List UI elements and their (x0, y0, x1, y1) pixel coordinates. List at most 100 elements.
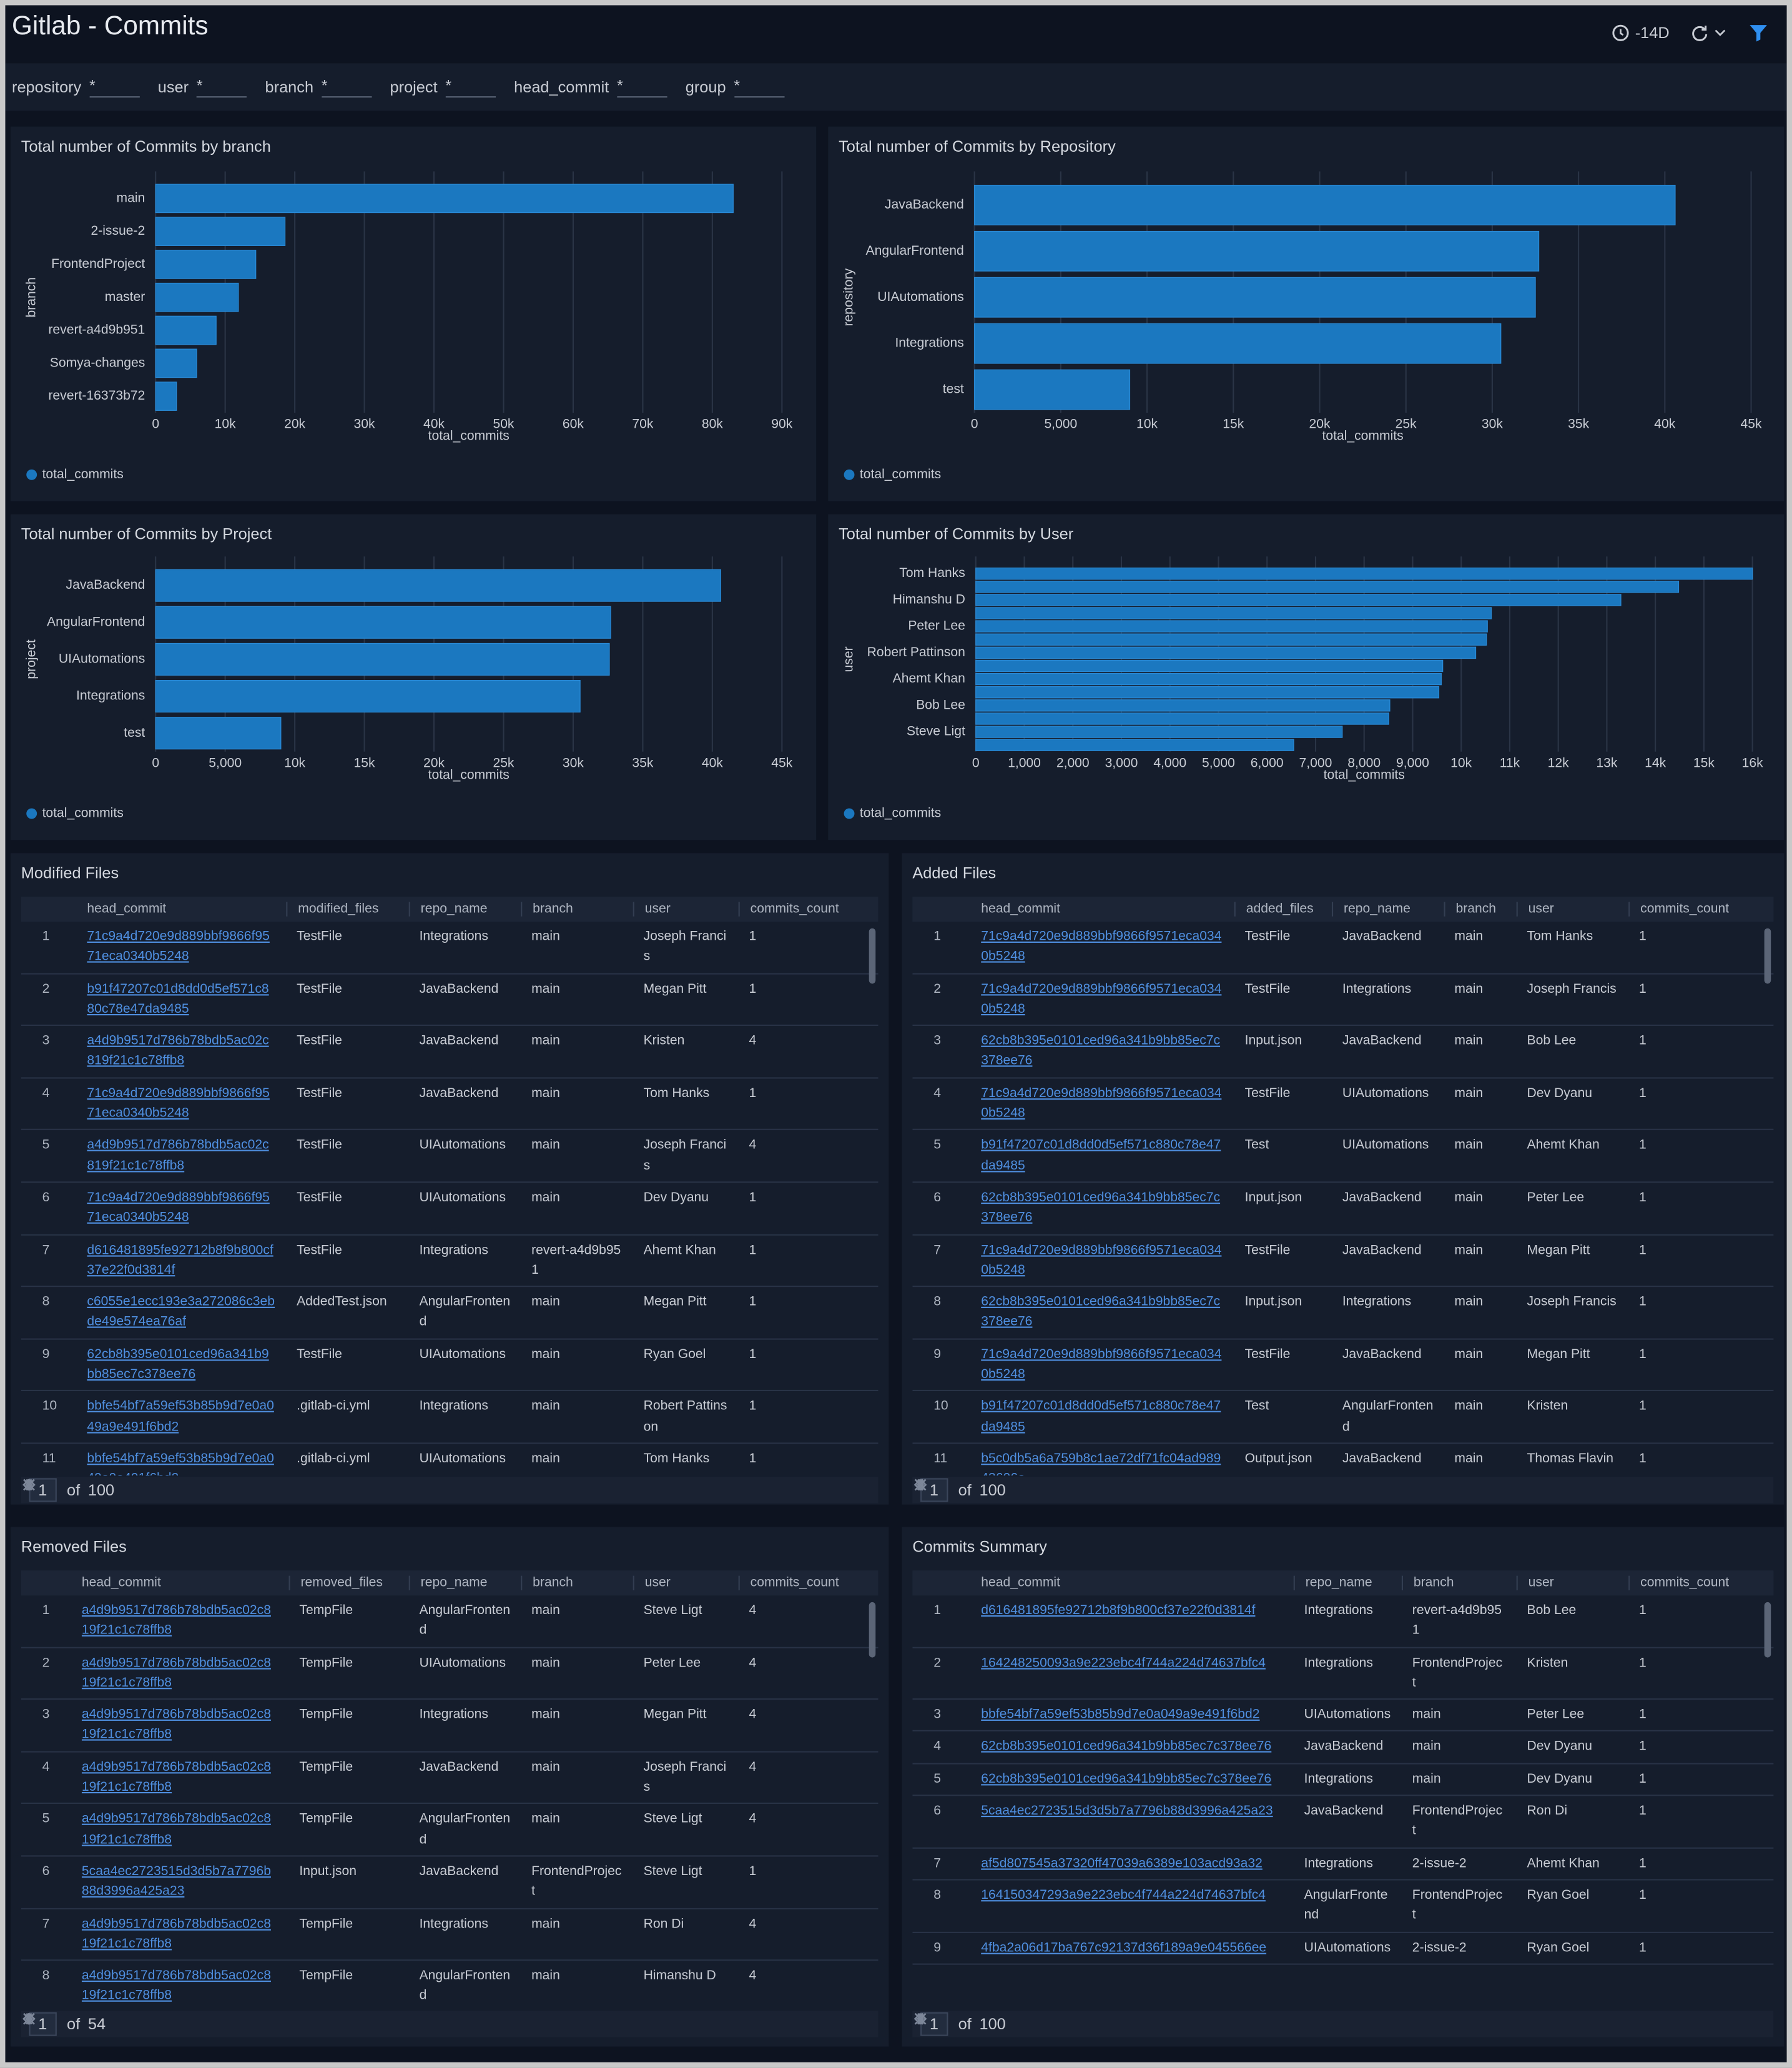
filter[interactable]: head_commit * (514, 76, 667, 98)
commit-link[interactable]: 164150347293a9e223ebc4f744a224d74637bfc4 (981, 1888, 1266, 1903)
table-cell: 62cb8b395e0101ced96a341b9bb85ec7c378ee76 (76, 1339, 286, 1391)
table-cell: 1 (749, 1190, 757, 1206)
commit-link[interactable]: 5caa4ec2723515d3d5b7a7796b88d3996a425a23 (81, 1864, 271, 1899)
table-cell: TestFile (1244, 929, 1291, 945)
commit-link[interactable]: 71c9a4d720e9d889bbf9866f9571eca0340b5248 (87, 929, 270, 965)
table-cell: 71c9a4d720e9d889bbf9866f9571eca0340b5248 (970, 922, 1234, 973)
commit-link[interactable]: bbfe54bf7a59ef53b85b9d7e0a049a9e491f6bd2 (87, 1399, 274, 1434)
table-cell: main (531, 1034, 560, 1049)
pager-button[interactable] (912, 2011, 928, 2027)
commit-link[interactable]: a4d9b9517d786b78bdb5ac02c819f21c1c78ffb8 (81, 1760, 271, 1795)
table-row: 2 a4d9b9517d786b78bdb5ac02c819f21c1c78ffb… (21, 1648, 879, 1700)
table-cell: main (1412, 1771, 1441, 1787)
pager-button[interactable] (912, 2011, 928, 2027)
filter[interactable]: branch * (265, 76, 372, 98)
commit-link[interactable]: a4d9b9517d786b78bdb5ac02c819f21c1c78ffb8 (81, 1655, 271, 1691)
pager-button[interactable] (912, 1477, 928, 1492)
x-tick-label: 90k (771, 417, 792, 431)
bar (975, 633, 1487, 646)
x-tick-label: 35k (632, 756, 653, 770)
table-cell: revert-a4d9b951 (1412, 1603, 1502, 1638)
commit-link[interactable]: b5c0db5a6a759b8c1ae72df71fc04ad98943606e (981, 1452, 1221, 1475)
commit-link[interactable]: 71c9a4d720e9d889bbf9866f9571eca0340b5248 (981, 1243, 1222, 1278)
commit-link[interactable]: 62cb8b395e0101ced96a341b9bb85ec7c378ee76 (981, 1295, 1221, 1330)
bar (155, 184, 734, 214)
table-cell: Ahemt Khan (1527, 1138, 1600, 1153)
commit-link[interactable]: a4d9b9517d786b78bdb5ac02c819f21c1c78ffb8 (81, 1812, 271, 1848)
table-cell: Integrations (1304, 1655, 1373, 1670)
y-tick-label: revert-16373b72 (48, 388, 145, 403)
commit-link[interactable]: 62cb8b395e0101ced96a341b9bb85ec7c378ee76 (981, 1190, 1221, 1226)
y-tick-label: Ahemt Khan (893, 671, 965, 686)
commit-link[interactable]: a4d9b9517d786b78bdb5ac02c819f21c1c78ffb8 (81, 1916, 271, 1952)
commit-link[interactable]: a4d9b9517d786b78bdb5ac02c819f21c1c78ffb8 (81, 1708, 271, 1743)
commit-link[interactable]: 71c9a4d720e9d889bbf9866f9571eca0340b5248 (981, 1347, 1222, 1382)
commit-link[interactable]: 5caa4ec2723515d3d5b7a7796b88d3996a425a23 (981, 1804, 1273, 1819)
commit-link[interactable]: b91f47207c01d8dd0d5ef571c880c78e47da9485 (981, 1399, 1221, 1434)
bar (975, 726, 1343, 738)
commit-link[interactable]: 71c9a4d720e9d889bbf9866f9571eca0340b5248 (981, 982, 1222, 1017)
commit-link[interactable]: 71c9a4d720e9d889bbf9866f9571eca0340b5248 (87, 1086, 270, 1121)
filter-icon[interactable] (1748, 24, 1770, 42)
refresh-icon[interactable] (1690, 24, 1738, 42)
clock-icon[interactable] (1612, 24, 1630, 42)
chart-panel: 0 10k 20k 30k 40k 50k 60k 70k 80k 90k main 2-issue-… (10, 126, 817, 501)
time-range[interactable]: -14D (1635, 24, 1670, 42)
filter[interactable]: group * (686, 76, 784, 98)
commit-link[interactable]: 62cb8b395e0101ced96a341b9bb85ec7c378ee76 (981, 1771, 1272, 1787)
commit-link[interactable]: 62cb8b395e0101ced96a341b9bb85ec7c378ee76 (981, 1034, 1221, 1069)
commit-link[interactable]: c6055e1ecc193e3a272086c3ebde49e574ea76af (87, 1295, 275, 1330)
y-tick-label: master (105, 290, 145, 304)
table-cell: TestFile (1244, 1243, 1291, 1258)
table-cell: 4 (749, 1708, 757, 1723)
table-title: Removed Files (21, 1537, 127, 1556)
commit-link[interactable]: a4d9b9517d786b78bdb5ac02c819f21c1c78ffb8 (87, 1138, 269, 1173)
y-tick-label: 2-issue-2 (91, 224, 145, 238)
commit-link[interactable]: b91f47207c01d8dd0d5ef571c880c78e47da9485 (981, 1138, 1221, 1173)
commit-link[interactable]: d616481895fe92712b8f9b800cf37e22f0d3814f (87, 1243, 273, 1278)
commit-link[interactable]: d616481895fe92712b8f9b800cf37e22f0d3814f (981, 1603, 1256, 1618)
commit-link[interactable]: 71c9a4d720e9d889bbf9866f9571eca0340b5248 (981, 1086, 1222, 1121)
commit-link[interactable]: bbfe54bf7a59ef53b85b9d7e0a049a9e491f6bd2 (981, 1708, 1260, 1723)
table-row: 1 a4d9b9517d786b78bdb5ac02c819f21c1c78ffb… (21, 1595, 879, 1648)
commit-link[interactable]: 62cb8b395e0101ced96a341b9bb85ec7c378ee76 (87, 1347, 269, 1382)
table-cell: 1 (1639, 1655, 1647, 1670)
table-cell: Input.json (1244, 1295, 1302, 1310)
menu-icon[interactable] (1783, 22, 1792, 44)
filter[interactable]: project * (390, 76, 496, 98)
y-tick-label: Peter Lee (908, 619, 965, 633)
pager-button[interactable] (21, 1477, 37, 1492)
pager-button[interactable] (912, 1477, 928, 1492)
table-body: 1 71c9a4d720e9d889bbf9866f9571eca0340b524… (912, 922, 1774, 1475)
column-header: commits_count (738, 902, 865, 917)
commit-link[interactable]: 71c9a4d720e9d889bbf9866f9571eca0340b5248 (87, 1190, 270, 1226)
filter-label: branch (265, 77, 314, 97)
commit-link[interactable]: a4d9b9517d786b78bdb5ac02c819f21c1c78ffb8 (81, 1969, 271, 2004)
x-tick-label: 40k (423, 417, 445, 431)
commit-link[interactable]: 71c9a4d720e9d889bbf9866f9571eca0340b5248 (981, 929, 1222, 965)
chart-panel: 0 1,000 2,000 3,000 4,000 5,000 6,000 7,000 8,00… (828, 514, 1785, 840)
pager-button[interactable] (21, 2011, 37, 2027)
commit-link[interactable]: 62cb8b395e0101ced96a341b9bb85ec7c378ee76 (981, 1740, 1272, 1755)
table-cell: TestFile (1244, 1347, 1291, 1362)
table-cell: UIAutomations (419, 1452, 506, 1467)
commit-link[interactable]: 164248250093a9e223ebc4f744a224d74637bfc4 (981, 1655, 1266, 1670)
filter[interactable]: repository * (12, 76, 140, 98)
commit-link[interactable]: af5d807545a37320ff47039a6389e103acd93a32 (981, 1856, 1263, 1871)
pager-button[interactable] (21, 1477, 37, 1492)
commit-link[interactable]: 4fba2a06d17ba767c92137d36f189a9e045566ee (981, 1940, 1267, 1955)
table-cell: TempFile (299, 1969, 353, 1984)
table-cell: main (1454, 1086, 1484, 1101)
pager-button[interactable] (21, 2011, 37, 2027)
filter[interactable]: user * (158, 76, 247, 98)
commit-link[interactable]: a4d9b9517d786b78bdb5ac02c819f21c1c78ffb8 (87, 1034, 269, 1069)
row-number: 2 (42, 1655, 50, 1670)
commit-link[interactable]: a4d9b9517d786b78bdb5ac02c819f21c1c78ffb8 (81, 1603, 271, 1638)
y-tick-label: Bob Lee (916, 697, 965, 712)
commit-link[interactable]: b91f47207c01d8dd0d5ef571c880c78e47da9485 (87, 982, 269, 1017)
table-cell: Joseph Francis (643, 929, 727, 965)
table: head_commit removed_files repo_name branch u… (21, 1570, 879, 2046)
commit-link[interactable]: bbfe54bf7a59ef53b85b9d7e0a049a9e491f6bd2 (87, 1452, 274, 1475)
y-tick-label: Integrations (895, 336, 963, 350)
row-number: 7 (42, 1916, 50, 1931)
